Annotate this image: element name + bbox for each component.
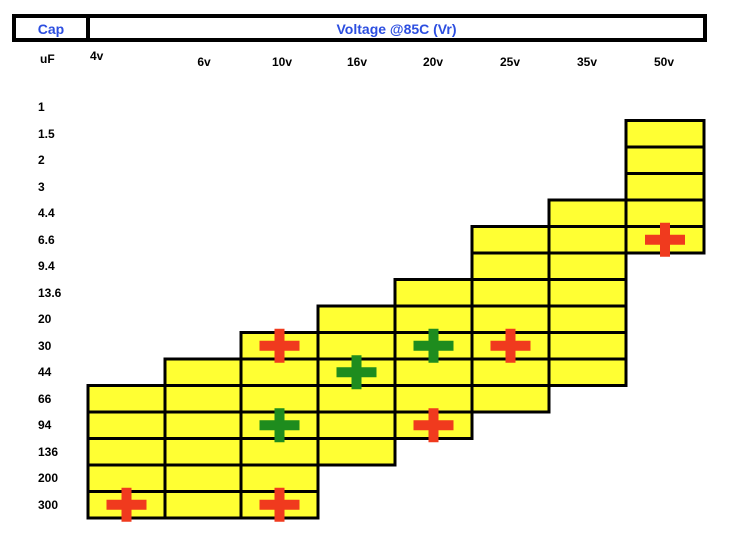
voltage-header-title: Voltage @85C (Vr) [336,21,457,37]
capacitance-label-13.6: 13.6 [38,285,62,300]
voltage-label-50v: 50v [653,55,675,69]
voltage-label-10v: 10v [271,55,293,69]
cell-6v-136 [163,437,243,467]
voltage-label-25v: 25v [499,55,521,69]
unit-label: uF [40,52,55,66]
voltage-label-35v: 35v [576,55,598,69]
cell-6v-94 [163,410,243,440]
capacitance-label-44: 44 [38,365,52,379]
cell-20v-20 [393,304,474,334]
cell-25v-66 [470,384,551,414]
red-plus-marker-50v-6.6 [645,222,685,257]
capacitance-label-66: 66 [38,391,52,406]
cell-4v-136 [86,437,167,467]
cell-6v-300 [163,490,243,520]
cell-16v-66 [316,384,397,414]
cell-35v-4.4 [547,198,628,228]
red-plus-marker-25v-30 [490,328,531,363]
capacitance-label-94: 94 [38,418,52,432]
cell-6v-44 [163,357,243,387]
capacitance-label-1.5: 1.5 [38,126,55,141]
cell-50v-1.5 [624,119,706,149]
cell-35v-13.6 [547,278,628,308]
cell-10v-200 [239,463,320,493]
cell-50v-2 [624,145,706,175]
cell-4v-66 [86,384,167,414]
voltage-label-16v: 16v [346,55,368,69]
red-plus-marker-10v-300 [259,487,300,522]
cell-25v-13.6 [470,278,551,308]
cell-20v-13.6 [393,278,474,308]
red-plus-marker-10v-30 [259,328,300,363]
cell-16v-20 [316,304,397,334]
capacitance-label-3: 3 [38,179,45,194]
cell-4v-200 [86,463,167,493]
voltage-label-20v: 20v [422,55,444,69]
capacitance-label-2: 2 [38,153,45,167]
green-plus-marker-10v-94 [259,408,300,443]
cell-35v-44 [547,357,628,387]
green-plus-marker-16v-44 [336,355,377,390]
cell-16v-94 [316,410,397,440]
cell-25v-6.6 [470,225,551,255]
red-plus-marker-20v-94 [413,408,454,443]
cell-10v-44 [239,357,320,387]
cell-16v-136 [316,437,397,467]
cell-16v-30 [316,331,397,361]
capacitance-label-30: 30 [38,338,52,353]
cell-4v-94 [86,410,167,440]
cell-35v-6.6 [547,225,628,255]
cell-20v-44 [393,357,474,387]
capacitance-label-20: 20 [38,312,52,326]
cell-25v-9.4 [470,251,551,281]
capacitance-label-136: 136 [38,444,59,459]
red-plus-marker-4v-300 [106,487,147,522]
capacitance-label-300: 300 [38,497,59,512]
cap-header-box [12,14,90,42]
cell-35v-20 [547,304,628,334]
cell-6v-66 [163,384,243,414]
cell-50v-3 [624,172,706,202]
cell-10v-66 [239,384,320,414]
voltage-label-4v: 4v [90,49,104,63]
capacitance-label-6.6: 6.6 [38,232,55,247]
cell-25v-20 [470,304,551,334]
cell-25v-44 [470,357,551,387]
cell-35v-30 [547,331,628,361]
cap-header-title: Cap [37,21,65,37]
capacitance-label-4.4: 4.4 [38,206,55,220]
cell-20v-66 [393,384,474,414]
cell-50v-4.4 [624,198,706,228]
cell-35v-9.4 [547,251,628,281]
green-plus-marker-20v-30 [413,328,454,363]
cell-6v-200 [163,463,243,493]
cell-10v-136 [239,437,320,467]
capacitance-label-9.4: 9.4 [38,259,55,273]
voltage-label-6v: 6v [197,55,211,69]
voltage-header-box [86,14,707,42]
capacitance-label-1: 1 [38,100,45,114]
capacitance-label-200: 200 [38,471,59,485]
